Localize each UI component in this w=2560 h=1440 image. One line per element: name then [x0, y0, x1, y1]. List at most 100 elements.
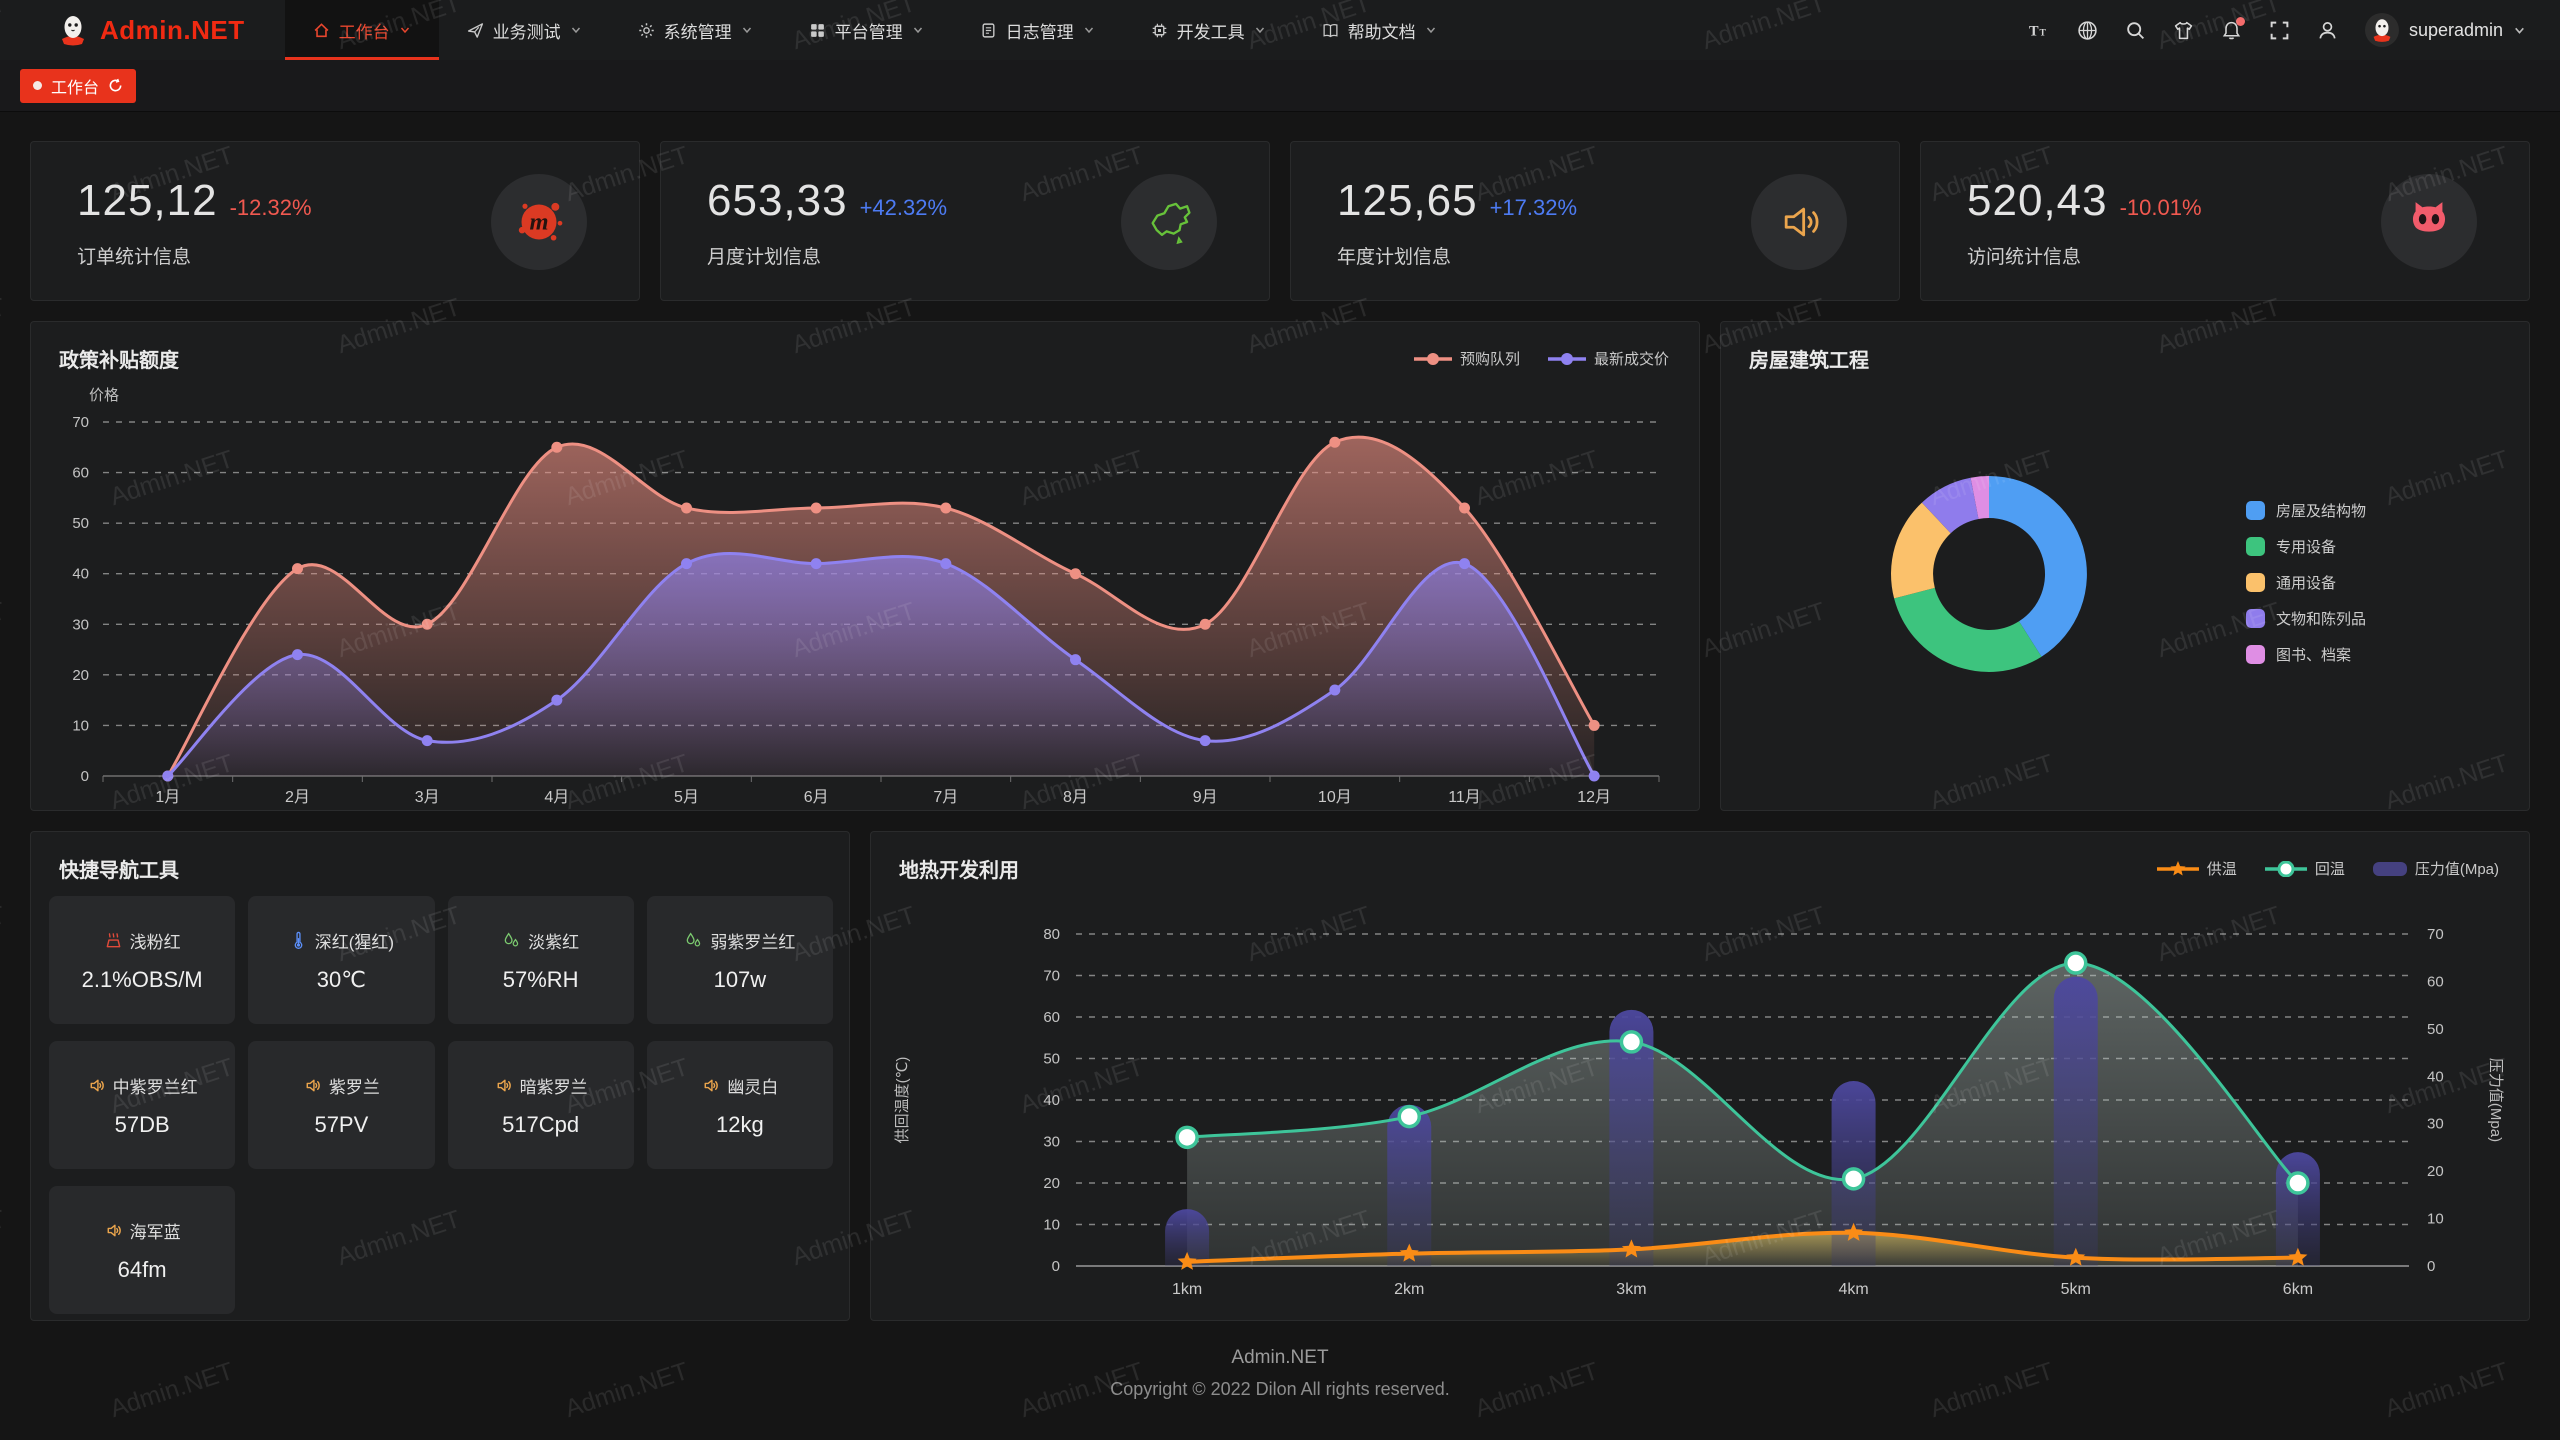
quick-nav-item-2[interactable]: 深红(猩红) 30℃: [248, 896, 435, 1024]
svg-text:1km: 1km: [1172, 1281, 1202, 1298]
legend-item[interactable]: 压力值(Mpa): [2372, 858, 2499, 879]
legend-swatch: [2246, 645, 2265, 664]
quick-nav-item-9[interactable]: 海军蓝 64fm: [49, 1186, 236, 1314]
svg-text:0: 0: [2427, 1258, 2435, 1275]
legend-item[interactable]: 供温: [2156, 858, 2237, 879]
username: superadmin: [2408, 19, 2503, 40]
stat-delta: -12.32%: [229, 195, 312, 220]
gear-icon: [638, 22, 655, 39]
stat-value: 125,65: [1337, 176, 1478, 225]
chevron-down-icon: [399, 24, 411, 36]
refresh-icon[interactable]: [108, 78, 123, 93]
svg-text:T: T: [2029, 23, 2039, 39]
quick-nav-name: 淡紫红: [528, 932, 580, 952]
svg-text:4月: 4月: [544, 789, 569, 806]
svg-text:30: 30: [72, 616, 89, 633]
cat-icon: [2381, 174, 2477, 270]
legend-item[interactable]: 最新成交价: [1547, 348, 1669, 369]
svg-text:10月: 10月: [1318, 789, 1352, 806]
stat-value: 125,12: [77, 176, 218, 225]
quick-nav-name: 弱紫罗兰红: [710, 932, 796, 952]
logo-bird-icon: [56, 13, 90, 47]
legend-swatch: [2246, 537, 2265, 556]
svg-text:0: 0: [81, 768, 89, 785]
quick-nav-item-6[interactable]: 紫罗兰 57PV: [248, 1041, 435, 1169]
user-menu[interactable]: superadmin: [2364, 13, 2526, 47]
speaker-small-icon: [104, 1221, 123, 1240]
menu-item-3[interactable]: 系统管理: [610, 0, 781, 60]
menu-item-label: 日志管理: [1005, 22, 1074, 42]
subsidy-chart-panel: 政策补贴额度 预购队列 最新成交价 价格 0 10 20 30 40 50 60 70 1月 2月 3月…: [30, 321, 1700, 811]
chevron-down-icon: [741, 24, 753, 36]
quick-nav-value: 57DB: [114, 1111, 170, 1137]
stat-label: 访问统计信息: [1967, 247, 2082, 268]
menu-item-1[interactable]: 工作台: [284, 0, 439, 60]
legend-item[interactable]: 文物和陈列品: [2246, 608, 2366, 629]
logo-text: Admin.NET: [100, 14, 245, 45]
quick-nav-item-8[interactable]: 幽灵白 12kg: [646, 1041, 833, 1169]
stat-delta: -10.01%: [2119, 195, 2202, 220]
quick-nav-item-1[interactable]: 浅粉红 2.1%OBS/M: [49, 896, 236, 1024]
quick-nav-item-3[interactable]: 淡紫红 57%RH: [447, 896, 634, 1024]
stat-label: 年度计划信息: [1337, 247, 1452, 268]
svg-text:压力值(Mpa): 压力值(Mpa): [2487, 1058, 2504, 1142]
svg-text:4km: 4km: [1838, 1281, 1868, 1298]
quick-nav-value: 30℃: [316, 966, 366, 992]
quick-nav-item-7[interactable]: 暗紫罗兰 517Cpd: [447, 1041, 634, 1169]
building-chart-title: 房屋建筑工程: [1749, 350, 1869, 372]
chevron-down-icon: [2513, 24, 2526, 37]
menu-item-2[interactable]: 业务测试: [439, 0, 610, 60]
main-menu: 工作台 业务测试 系统管理 平台管理 日志管理 开发工具 帮助文档: [284, 0, 1465, 60]
footer-brand: Admin.NET: [1231, 1347, 1329, 1368]
quick-nav-panel: 快捷导航工具 浅粉红 2.1%OBS/M 深红(猩红) 30℃ 淡紫红 57%RH 弱紫罗兰…: [30, 831, 850, 1321]
log-icon: [980, 22, 997, 39]
legend-label: 房屋及结构物: [2276, 503, 2367, 520]
language-icon[interactable]: [2077, 20, 2098, 41]
stat-card-2: 653,33 +42.32% 月度计划信息: [660, 141, 1270, 301]
legend-item[interactable]: 回温: [2264, 858, 2345, 879]
chevron-down-icon: [1425, 24, 1437, 36]
svg-text:3月: 3月: [415, 789, 440, 806]
svg-text:5km: 5km: [2061, 1281, 2091, 1298]
legend-item[interactable]: 通用设备: [2246, 572, 2366, 593]
theme-icon[interactable]: [2173, 20, 2194, 41]
fullscreen-icon[interactable]: [2269, 20, 2290, 41]
svg-text:20: 20: [1043, 1175, 1060, 1192]
svg-text:1月: 1月: [155, 789, 180, 806]
menu-item-7[interactable]: 帮助文档: [1294, 0, 1465, 60]
meetup-icon: m: [491, 174, 587, 270]
tab-bar: 工作台: [0, 60, 2560, 112]
legend-item[interactable]: 预购队列: [1413, 348, 1520, 369]
svg-text:3km: 3km: [1616, 1281, 1646, 1298]
legend-item[interactable]: 房屋及结构物: [2246, 500, 2366, 521]
building-chart-panel: 房屋建筑工程 房屋及结构物专用设备通用设备文物和陈列品 图书、档案: [1720, 321, 2530, 811]
speaker-small-icon: [87, 1076, 106, 1095]
grid-icon: [809, 22, 826, 39]
menu-item-6[interactable]: 开发工具: [1123, 0, 1294, 60]
legend-item[interactable]: 专用设备: [2246, 536, 2366, 557]
quick-nav-item-4[interactable]: 弱紫罗兰红 107w: [646, 896, 833, 1024]
china-map-icon: [1121, 174, 1217, 270]
quick-nav-item-5[interactable]: 中紫罗兰红 57DB: [49, 1041, 236, 1169]
svg-text:50: 50: [1043, 1051, 1060, 1068]
menu-item-4[interactable]: 平台管理: [781, 0, 952, 60]
search-icon[interactable]: [2125, 20, 2146, 41]
legend-swatch: [2246, 501, 2265, 520]
legend-label: 预购队列: [1459, 351, 1520, 368]
menu-item-label: 平台管理: [834, 22, 903, 42]
legend-item[interactable]: 图书、档案: [2246, 644, 2366, 665]
menu-item-5[interactable]: 日志管理: [952, 0, 1123, 60]
legend-label: 供温: [2206, 861, 2237, 878]
chevron-down-icon: [912, 24, 924, 36]
geothermal-chart-title: 地热开发利用: [899, 860, 1019, 882]
svg-text:m: m: [529, 209, 548, 236]
tab-workbench[interactable]: 工作台: [20, 68, 137, 103]
svg-text:60: 60: [2427, 973, 2444, 990]
notification-icon[interactable]: [2221, 16, 2245, 41]
quick-nav-grid: 浅粉红 2.1%OBS/M 深红(猩红) 30℃ 淡紫红 57%RH 弱紫罗兰红 107w 中紫…: [49, 896, 833, 1314]
chevron-down-icon: [570, 24, 582, 36]
user-icon[interactable]: [2317, 20, 2338, 41]
menu-item-label: 系统管理: [663, 22, 732, 42]
